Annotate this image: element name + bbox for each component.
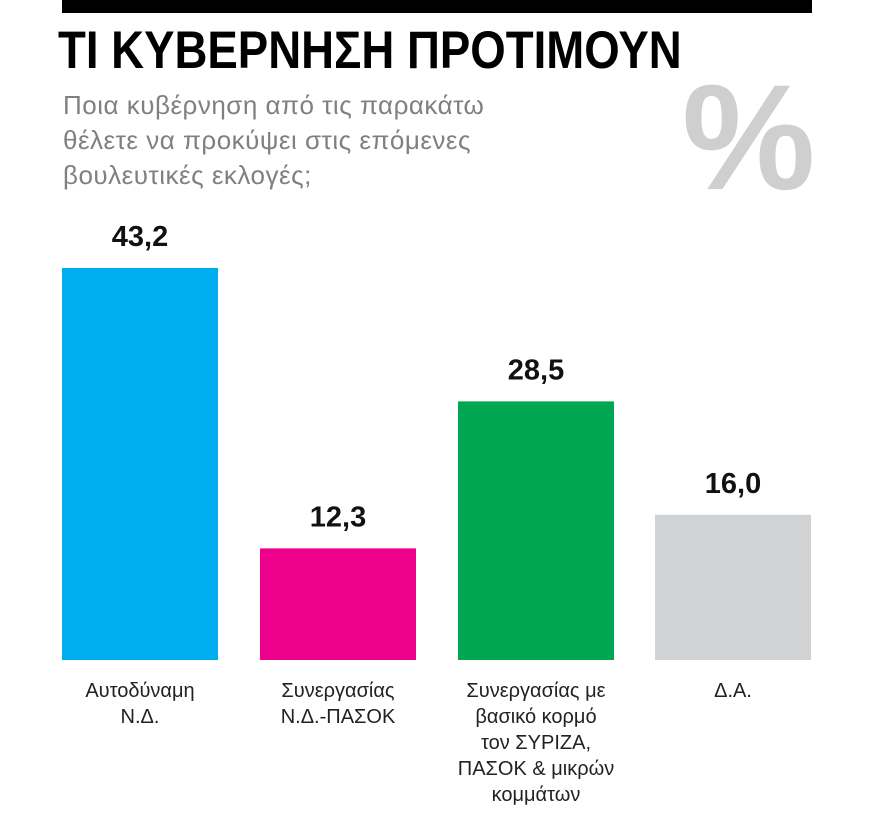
data-label: 28,5 xyxy=(508,354,564,386)
data-label: 12,3 xyxy=(310,501,366,533)
bar xyxy=(62,268,218,660)
data-label: 43,2 xyxy=(112,221,168,253)
data-label: 16,0 xyxy=(705,468,761,500)
category-label: Αυτοδύναμη xyxy=(85,680,194,702)
bar xyxy=(655,514,811,660)
category-label: Ν.Δ.-ΠΑΣΟΚ xyxy=(281,706,396,728)
category-label: ΠΑΣΟΚ & μικρών xyxy=(458,758,614,780)
subtitle-line: Ποια κυβέρνηση από τις παρακάτω xyxy=(63,90,485,120)
category-label: βασικό κορμό xyxy=(475,706,596,728)
category-label: Συνεργασίας xyxy=(281,680,395,702)
category-label: κομμάτων xyxy=(492,784,581,806)
top-rule xyxy=(62,0,812,13)
category-label: Δ.Α. xyxy=(714,680,752,702)
chart-subtitle: Ποια κυβέρνηση από τις παρακάτω θέλετε ν… xyxy=(63,88,623,193)
bar xyxy=(458,401,614,660)
chart-title: ΤΙ ΚΥΒΕΡΝΗΣΗ ΠΡΟΤΙΜΟΥΝ xyxy=(58,21,682,80)
subtitle-line: θέλετε να προκύψει στις επόμενες xyxy=(63,125,472,155)
category-label: Ν.Δ. xyxy=(121,706,160,728)
bar xyxy=(260,548,416,660)
percent-symbol: % xyxy=(682,53,816,221)
category-label: τον ΣΥΡΙΖΑ, xyxy=(481,732,591,754)
subtitle-line: βουλευτικές εκλογές; xyxy=(63,160,312,190)
category-label: Συνεργασίας με xyxy=(466,680,605,702)
